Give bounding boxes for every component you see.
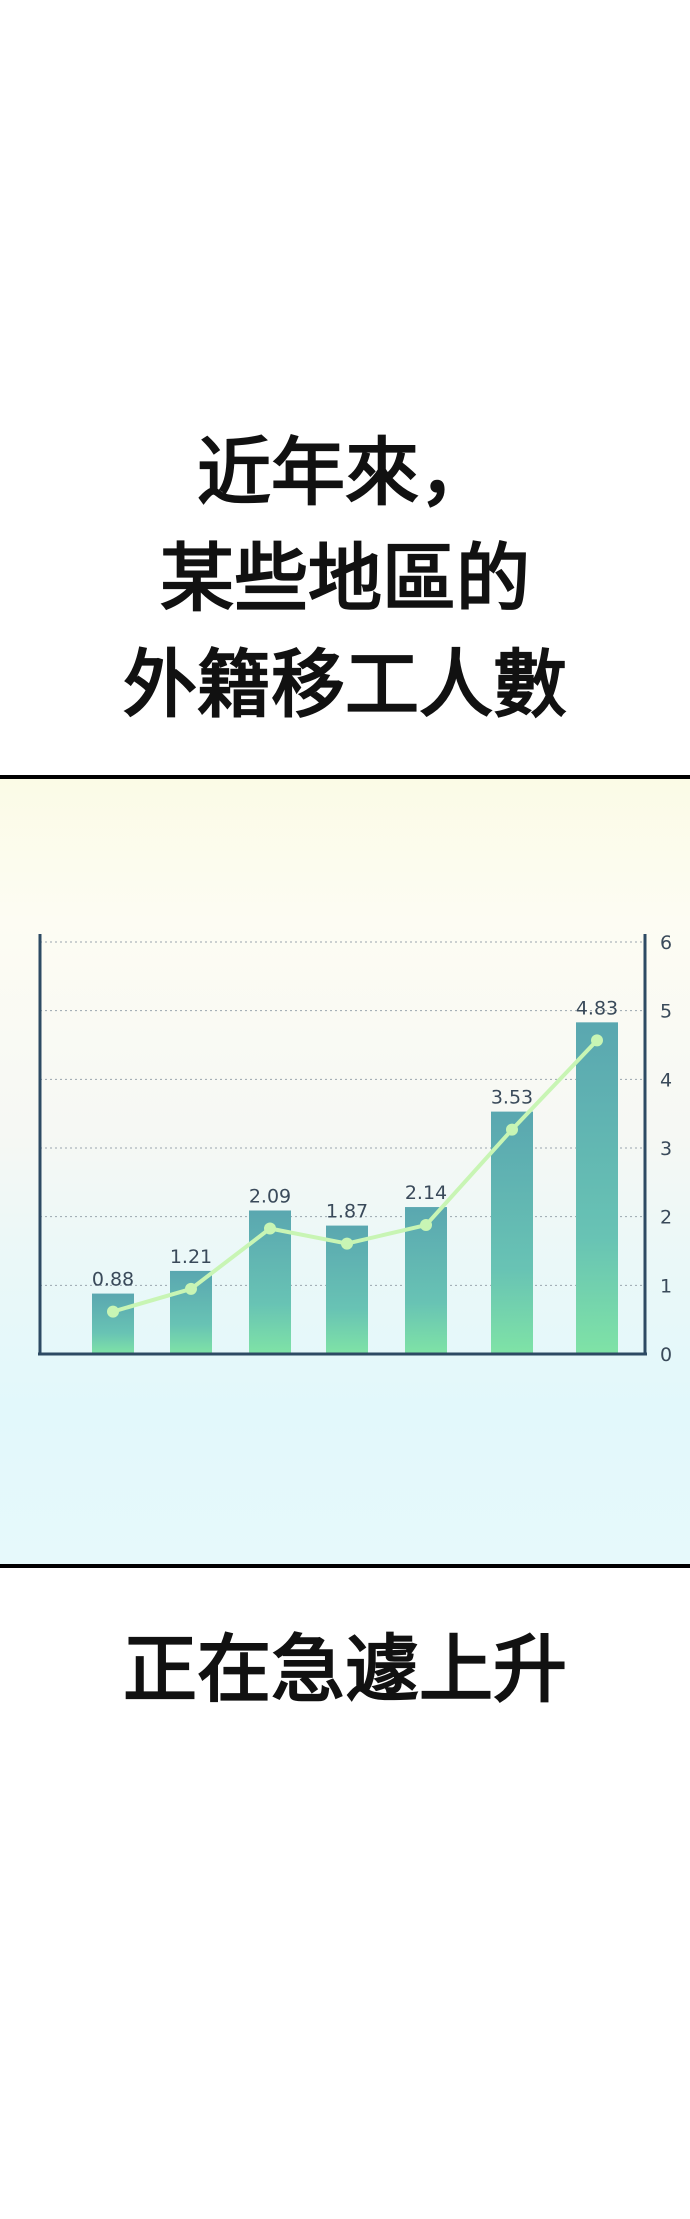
y-tick-label: 0 — [660, 1344, 672, 1366]
top-caption-line-3: 外籍移工人數 — [123, 642, 567, 728]
data-label: 4.83 — [576, 997, 618, 1019]
trend-point — [185, 1282, 197, 1295]
y-tick-label: 1 — [660, 1275, 672, 1297]
y-tick-label: 4 — [660, 1069, 672, 1091]
chart-panel: 0.88 1.21 2.09 1.87 2.14 3.53 4.83 0 1 2 3 4 5 6 — [0, 775, 690, 1568]
bar — [576, 1022, 618, 1354]
top-caption-line-1: 近年來， — [197, 430, 493, 516]
trend-point — [591, 1034, 603, 1047]
grid-lines — [40, 941, 645, 1286]
top-caption-line-2: 某些地區的 — [160, 536, 530, 622]
data-label: 2.09 — [249, 1185, 291, 1207]
data-labels: 0.88 1.21 2.09 1.87 2.14 3.53 4.83 — [92, 997, 618, 1290]
trend-point — [107, 1305, 119, 1318]
bar — [92, 1293, 134, 1354]
trend-point — [506, 1123, 518, 1136]
trend-point — [420, 1219, 432, 1232]
y-axis-ticks: 0 1 2 3 4 5 6 — [660, 932, 672, 1366]
data-label: 1.21 — [170, 1246, 212, 1268]
data-label: 3.53 — [491, 1087, 533, 1109]
bottom-caption: 正在急遽上升 — [123, 1627, 567, 1713]
bars — [92, 1022, 618, 1354]
data-label: 0.88 — [92, 1269, 134, 1291]
trend-point — [341, 1237, 353, 1250]
data-label: 2.14 — [405, 1182, 447, 1204]
y-tick-label: 5 — [660, 1001, 672, 1023]
bar — [405, 1207, 447, 1354]
y-tick-label: 3 — [660, 1138, 672, 1160]
trend-line — [107, 1034, 603, 1318]
bar — [491, 1111, 533, 1354]
bar-line-chart: 0.88 1.21 2.09 1.87 2.14 3.53 4.83 0 1 2 3 4 5 6 — [38, 932, 672, 1366]
axes — [38, 934, 647, 1356]
y-tick-label: 2 — [660, 1207, 672, 1229]
trend-point — [264, 1222, 276, 1235]
y-tick-label: 6 — [660, 932, 672, 954]
top-caption: 近年來， 某些地區的 外籍移工人數 — [0, 420, 690, 738]
data-label: 1.87 — [326, 1201, 368, 1223]
